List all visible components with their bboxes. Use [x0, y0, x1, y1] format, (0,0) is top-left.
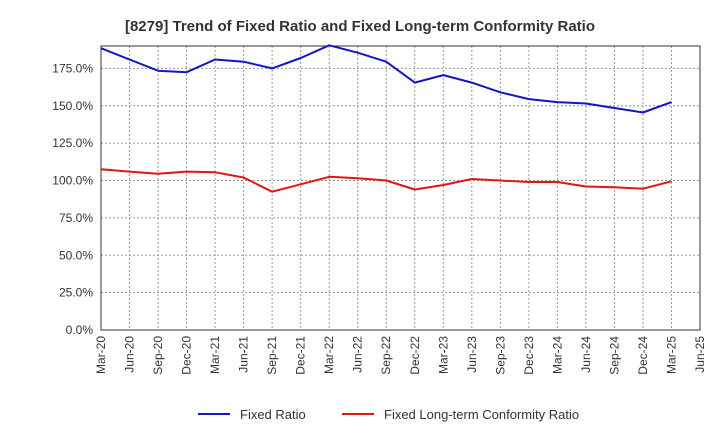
x-tick-label: Jun-23 [465, 336, 479, 373]
x-tick-label: Jun-20 [123, 336, 137, 373]
x-tick-label: Jun-22 [351, 336, 365, 373]
x-tick-label: Dec-24 [636, 336, 650, 375]
x-tick-label: Jun-21 [237, 336, 251, 373]
x-tick-label: Sep-24 [607, 336, 621, 375]
x-tick-label: Dec-22 [408, 336, 422, 375]
plot-frame [100, 45, 701, 331]
x-tick-label: Sep-22 [379, 336, 393, 375]
legend: Fixed Ratio Fixed Long-term Conformity Ra… [198, 407, 579, 422]
legend-label-0: Fixed Ratio [240, 407, 306, 422]
x-tick-label: Sep-23 [493, 336, 507, 375]
x-tick-label: Sep-20 [151, 336, 165, 375]
x-tick-label: Mar-23 [436, 336, 450, 374]
x-tick-label: Sep-21 [265, 336, 279, 375]
y-tick-label: 50.0% [59, 248, 93, 262]
chart-title: [8279] Trend of Fixed Ratio and Fixed Lo… [125, 18, 595, 35]
y-tick-label: 75.0% [59, 211, 93, 225]
x-tick-label: Mar-25 [664, 336, 678, 374]
x-tick-label: Dec-23 [522, 336, 536, 375]
x-tick-label: Dec-21 [294, 336, 308, 375]
y-tick-label: 175.0% [52, 61, 93, 75]
y-tick-label: 100.0% [52, 174, 93, 188]
x-tick-label: Mar-22 [322, 336, 336, 374]
axis-layer: 0.0% 25.0% 50.0% 75.0% 100.0% 125.0% 150.0% 175… [52, 45, 707, 375]
x-tick-label: Jun-24 [579, 336, 593, 373]
y-tick-label: 25.0% [59, 286, 93, 300]
y-tick-label: 150.0% [52, 99, 93, 113]
x-tick-label: Dec-20 [180, 336, 194, 375]
series-layer [100, 44, 672, 193]
series-line-0 [100, 44, 672, 114]
series-line-1 [100, 168, 672, 193]
x-tick-label: Jun-25 [693, 336, 707, 373]
y-tick-label: 125.0% [52, 136, 93, 150]
x-tick-label: Mar-20 [94, 336, 108, 374]
legend-label-1: Fixed Long-term Conformity Ratio [384, 407, 579, 422]
x-tick-label: Mar-24 [550, 336, 564, 374]
y-tick-label: 0.0% [66, 323, 94, 337]
x-tick-label: Mar-21 [208, 336, 222, 374]
